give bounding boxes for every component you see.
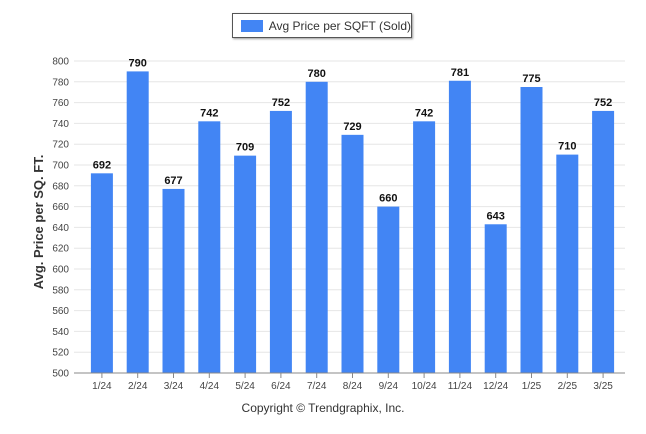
x-tick-label: 12/24 bbox=[483, 381, 508, 392]
data-label: 660 bbox=[379, 193, 397, 205]
x-tick-label: 9/24 bbox=[379, 381, 399, 392]
x-tick-label: 3/24 bbox=[164, 381, 184, 392]
x-tick-label: 2/24 bbox=[128, 381, 148, 392]
y-tick-label: 780 bbox=[52, 77, 69, 88]
y-tick-label: 560 bbox=[52, 306, 69, 317]
data-label: 677 bbox=[164, 175, 182, 187]
x-tick-label: 11/24 bbox=[448, 381, 473, 392]
data-label: 729 bbox=[343, 121, 361, 133]
y-tick-label: 620 bbox=[52, 244, 69, 255]
bar bbox=[198, 121, 221, 373]
bar bbox=[377, 206, 400, 373]
copyright-text: Copyright © Trendgraphix, Inc. bbox=[241, 401, 405, 415]
y-tick-label: 540 bbox=[52, 327, 69, 338]
bar bbox=[126, 71, 149, 374]
y-tick-label: 640 bbox=[52, 223, 69, 234]
y-tick-label: 740 bbox=[52, 119, 69, 130]
data-label: 752 bbox=[272, 97, 290, 109]
x-tick-label: 10/24 bbox=[412, 381, 437, 392]
data-label: 781 bbox=[451, 67, 469, 79]
bar bbox=[484, 224, 507, 373]
data-label: 790 bbox=[129, 57, 147, 69]
bar bbox=[520, 87, 543, 373]
y-axis-title: Avg. Price per SQ. FT. bbox=[31, 155, 46, 290]
y-tick-label: 720 bbox=[52, 140, 69, 151]
y-tick-label: 800 bbox=[52, 57, 69, 68]
bar bbox=[341, 134, 364, 373]
legend-label: Avg Price per SQFT (Sold) bbox=[268, 18, 411, 33]
y-tick-label: 580 bbox=[52, 285, 69, 296]
x-tick-label: 8/24 bbox=[343, 381, 363, 392]
bar bbox=[90, 173, 113, 373]
data-label: 780 bbox=[308, 68, 326, 80]
data-label: 775 bbox=[522, 73, 540, 85]
bar bbox=[413, 121, 436, 373]
x-tick-label: 4/24 bbox=[200, 381, 220, 392]
x-tick-label: 6/24 bbox=[271, 381, 291, 392]
bar bbox=[234, 155, 257, 373]
legend-swatch bbox=[241, 19, 263, 32]
data-label: 710 bbox=[558, 141, 576, 153]
y-tick-label: 600 bbox=[52, 265, 69, 276]
x-tick-label: 7/24 bbox=[307, 381, 327, 392]
x-tick-label: 3/25 bbox=[593, 381, 613, 392]
bar bbox=[269, 110, 292, 374]
bar bbox=[448, 80, 471, 373]
x-tick-label: 1/25 bbox=[522, 381, 542, 392]
data-label: 709 bbox=[236, 142, 254, 154]
bar bbox=[162, 188, 185, 373]
y-tick-label: 700 bbox=[52, 161, 69, 172]
x-tick-label: 5/24 bbox=[235, 381, 255, 392]
x-tick-label: 1/24 bbox=[92, 381, 112, 392]
bar bbox=[556, 154, 579, 373]
bar bbox=[305, 81, 328, 374]
y-tick-label: 680 bbox=[52, 181, 69, 192]
y-tick-label: 760 bbox=[52, 98, 69, 109]
data-label: 692 bbox=[93, 159, 111, 171]
y-tick-label: 660 bbox=[52, 202, 69, 213]
y-tick-label: 500 bbox=[52, 369, 69, 380]
y-tick-label: 520 bbox=[52, 348, 69, 359]
chart-legend: Avg Price per SQFT (Sold) bbox=[232, 13, 412, 38]
data-label: 742 bbox=[200, 107, 218, 119]
data-label: 752 bbox=[594, 97, 612, 109]
data-label: 643 bbox=[487, 210, 505, 222]
data-label: 742 bbox=[415, 107, 433, 119]
bar bbox=[592, 110, 615, 374]
x-tick-label: 2/25 bbox=[558, 381, 578, 392]
